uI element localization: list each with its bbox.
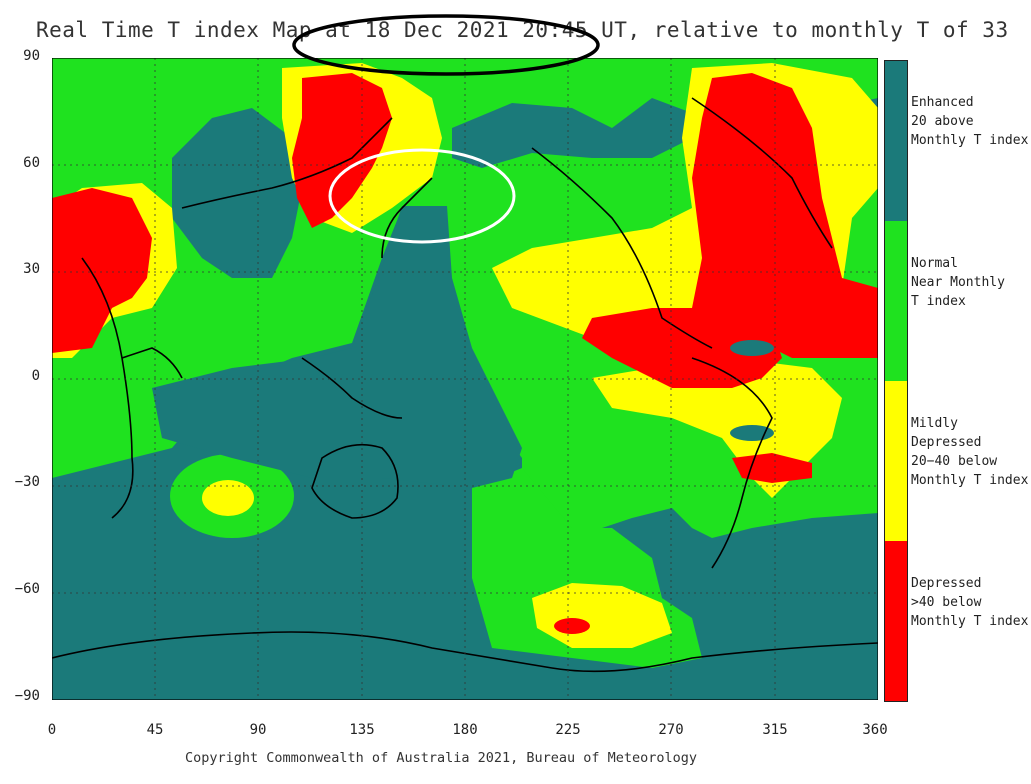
legend-label-mildly-depressed: Mildly Depressed 20−40 below Monthly T i… — [911, 416, 1029, 488]
depressed-region-europe-africa — [52, 188, 152, 353]
x-tick: 45 — [146, 722, 164, 738]
legend-colorbar — [884, 60, 908, 702]
legend-label-normal: Normal Near Monthly T index — [911, 256, 1005, 309]
depressed-region-antarctic — [554, 618, 590, 634]
legend-label-depressed: Depressed >40 below Monthly T index — [911, 576, 1029, 629]
x-tick: 0 — [47, 722, 57, 738]
x-tick: 180 — [452, 722, 478, 738]
enhanced-region-asia — [172, 108, 302, 278]
x-tick: 360 — [862, 722, 888, 738]
annotation-white-ellipse — [328, 148, 516, 244]
y-tick: 60 — [23, 155, 40, 171]
coastlines — [52, 97, 878, 673]
y-tick: −60 — [14, 581, 40, 597]
x-tick: 90 — [249, 722, 267, 738]
y-tick: 90 — [23, 48, 40, 64]
x-tick: 270 — [658, 722, 684, 738]
legend-swatch-mildly-depressed — [885, 381, 907, 541]
enhanced-pocket-caribbean — [730, 340, 774, 356]
copyright-notice: Copyright Commonwealth of Australia 2021… — [185, 750, 698, 766]
t-index-map — [52, 58, 878, 700]
legend-swatch-enhanced — [885, 61, 907, 221]
y-tick: 30 — [23, 261, 40, 277]
enhanced-region-west-pacific — [152, 206, 522, 488]
legend-swatch-depressed — [885, 541, 907, 701]
annotation-black-ellipse — [292, 14, 600, 76]
mild-region-indian-ocean — [202, 480, 254, 516]
enhanced-region-bering — [452, 98, 692, 168]
y-tick: −30 — [14, 474, 40, 490]
grid — [52, 58, 878, 700]
y-tick: 0 — [31, 368, 40, 384]
x-tick: 315 — [762, 722, 788, 738]
depressed-region-south-atlantic — [732, 453, 812, 483]
depressed-region-central-america — [582, 308, 782, 388]
y-tick: −90 — [14, 688, 40, 704]
map-title: Real Time T index Map at 18 Dec 2021 20:… — [36, 18, 1009, 42]
depressed-region-siberia — [292, 73, 392, 228]
x-tick: 225 — [555, 722, 581, 738]
legend-label-enhanced: Enhanced 20 above Monthly T index — [911, 95, 1029, 148]
legend-swatch-normal — [885, 221, 907, 381]
depressed-region-north-america — [692, 73, 878, 358]
x-tick: 135 — [349, 722, 375, 738]
